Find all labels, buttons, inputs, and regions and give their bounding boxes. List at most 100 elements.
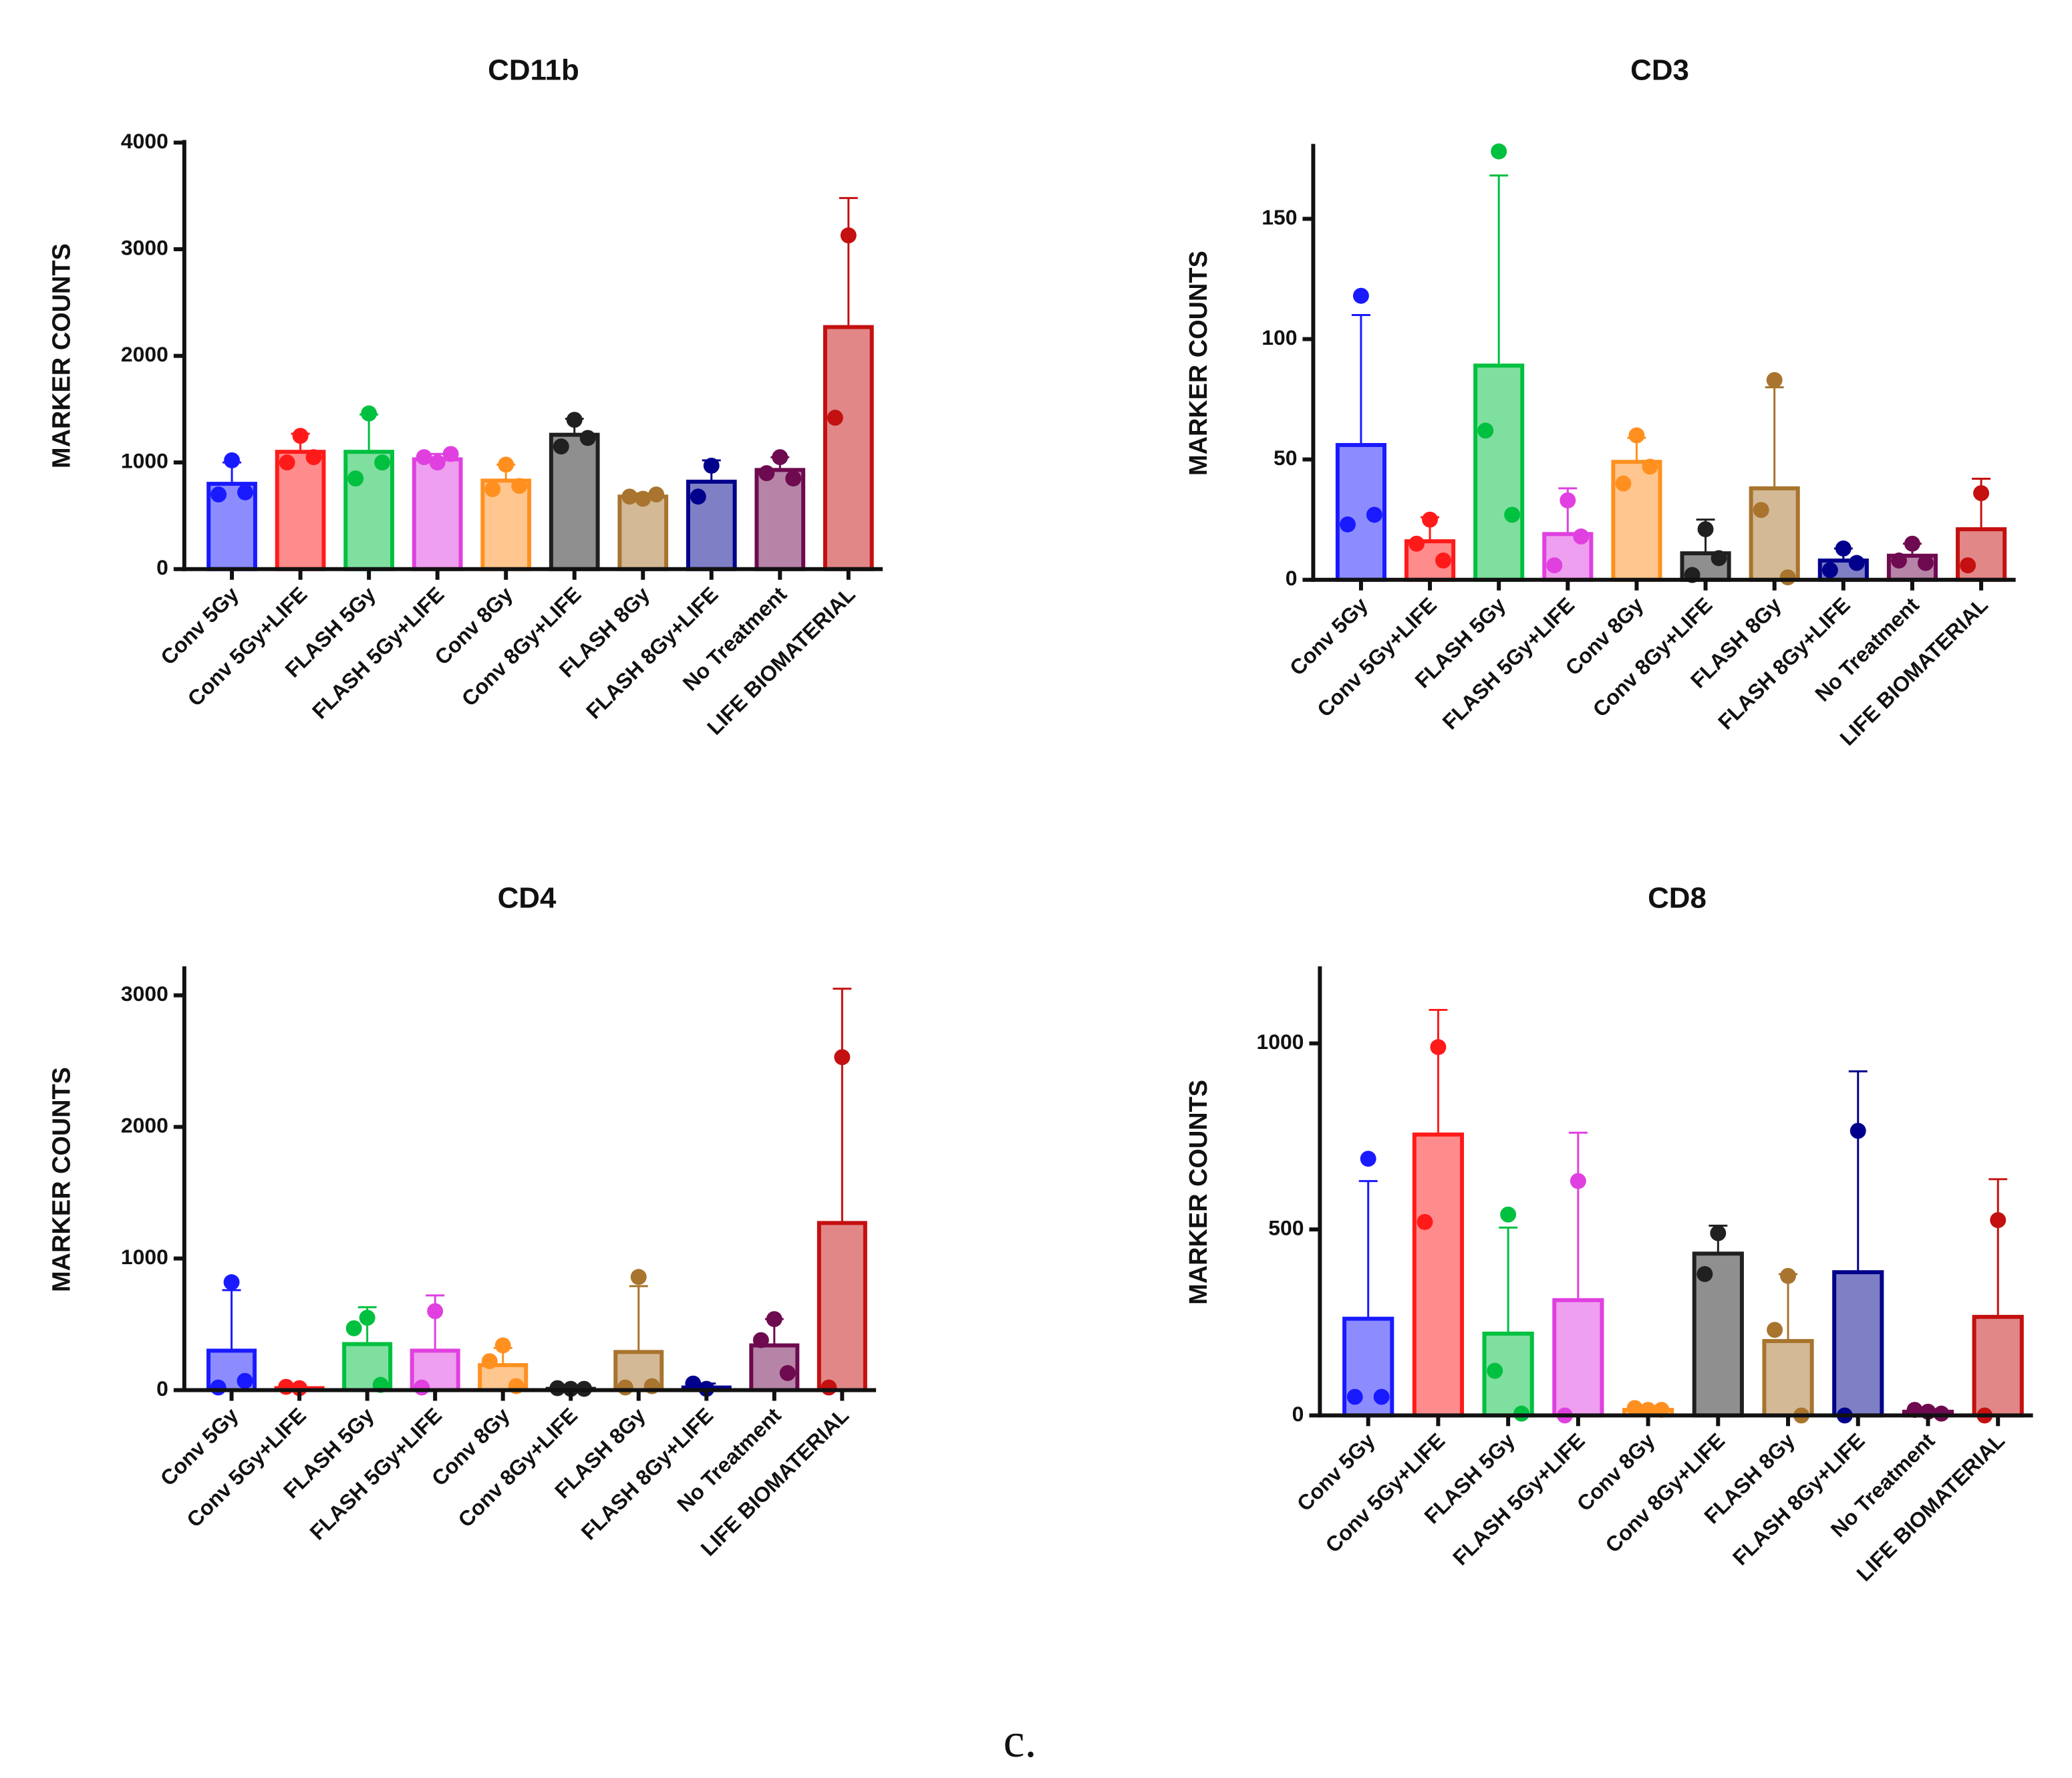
bar [1473, 363, 1525, 582]
chart-title: CD8 [1648, 881, 1707, 914]
y-tick-label: 3000 [121, 982, 168, 1006]
data-point [1546, 557, 1563, 574]
data-point [224, 452, 241, 468]
data-point [630, 1269, 647, 1286]
bar [1552, 1298, 1604, 1418]
bar [1972, 1314, 2024, 1418]
data-point [1891, 552, 1907, 569]
bar [412, 457, 463, 571]
data-point [347, 470, 364, 487]
x-tick-label: Conv 8Gy+LIFE [1600, 1429, 1729, 1558]
data-point [1477, 422, 1494, 439]
x-tick-label: FLASH 5Gy+LIFE [1448, 1429, 1590, 1570]
data-point [305, 449, 322, 466]
data-point [690, 488, 706, 505]
x-tick-label: FLASH 8Gy+LIFE [581, 582, 723, 724]
chart-title: CD4 [498, 881, 557, 914]
data-point [1573, 528, 1590, 545]
data-point [772, 449, 788, 466]
data-point [1504, 506, 1521, 523]
y-tick-label: 1000 [121, 449, 168, 473]
y-axis-label: MARKER COUNTS [47, 1067, 76, 1292]
data-point [617, 1379, 633, 1396]
data-point [1917, 555, 1934, 571]
x-tick-label: Conv 8Gy+LIFE [457, 582, 586, 711]
bar [1412, 1132, 1465, 1418]
y-tick-label: 100 [1262, 325, 1297, 349]
data-point [494, 1337, 511, 1354]
data-point [758, 465, 775, 482]
y-tick-label: 0 [156, 555, 168, 579]
x-tick-label: Conv 5Gy+LIFE [183, 582, 312, 711]
data-point [414, 1379, 430, 1396]
data-point [278, 1378, 295, 1395]
data-point [821, 1379, 837, 1396]
data-point [1973, 485, 1990, 502]
data-point [1697, 521, 1714, 538]
data-point [1373, 1388, 1390, 1405]
data-point [827, 410, 843, 426]
data-point [223, 1274, 240, 1290]
data-point [1848, 555, 1865, 571]
data-point [210, 1379, 227, 1396]
data-point [1904, 535, 1920, 552]
data-point [1435, 552, 1451, 569]
data-point [511, 478, 528, 494]
data-point [361, 405, 378, 422]
data-point [484, 481, 501, 498]
data-point [498, 456, 514, 473]
data-point [1960, 557, 1976, 574]
data-point [1767, 1322, 1783, 1338]
data-point [237, 484, 253, 500]
data-point [210, 486, 227, 503]
x-tick-label: Conv 5Gy+LIFE [1321, 1429, 1450, 1558]
x-tick-label: FLASH 8Gy+LIFE [1713, 593, 1855, 734]
data-point [1560, 492, 1576, 508]
y-tick-label: 150 [1262, 205, 1297, 229]
data-point [1821, 562, 1838, 579]
y-tick-label: 4000 [121, 129, 168, 153]
data-point [703, 457, 720, 474]
data-point [1990, 1212, 2007, 1229]
x-tick-label: Conv 8Gy+LIFE [1588, 593, 1717, 722]
bar [823, 325, 874, 571]
data-point [1366, 506, 1382, 523]
data-point [1430, 1039, 1447, 1056]
y-axis-label: MARKER COUNTS [1185, 251, 1213, 476]
data-point [1417, 1213, 1433, 1230]
y-tick-label: 0 [1292, 1402, 1304, 1426]
x-tick-label: Conv 8Gy+LIFE [453, 1403, 582, 1532]
bar [1762, 1339, 1814, 1418]
y-tick-label: 3000 [121, 235, 168, 259]
data-point [429, 454, 446, 471]
data-point [279, 454, 295, 471]
data-point [1710, 1225, 1727, 1241]
data-point [1753, 502, 1769, 518]
data-point [579, 430, 596, 446]
y-tick-label: 1000 [121, 1245, 168, 1269]
data-point [1849, 1123, 1866, 1139]
data-point [621, 488, 638, 505]
y-tick-label: 2000 [121, 1113, 168, 1137]
data-point [1780, 1268, 1797, 1284]
x-tick-label: FLASH 8Gy+LIFE [1728, 1429, 1870, 1570]
y-tick-label: 2000 [121, 342, 168, 366]
data-point [840, 227, 857, 244]
data-point [481, 1353, 498, 1370]
data-point [1642, 458, 1658, 475]
data-point [1340, 516, 1356, 533]
data-point [359, 1310, 376, 1326]
y-tick-label: 0 [1286, 566, 1298, 590]
x-tick-label: FLASH 5Gy+LIFE [1438, 593, 1580, 734]
data-point [648, 486, 665, 503]
data-point [1409, 535, 1425, 552]
data-point [374, 454, 391, 471]
data-point [553, 438, 569, 455]
x-tick-label: Conv 5Gy+LIFE [182, 1403, 311, 1532]
x-tick-label: Conv 5Gy+LIFE [1312, 593, 1441, 722]
data-point [1835, 540, 1852, 557]
y-axis-label: MARKER COUNTS [47, 243, 76, 468]
y-tick-label: 500 [1268, 1215, 1304, 1239]
